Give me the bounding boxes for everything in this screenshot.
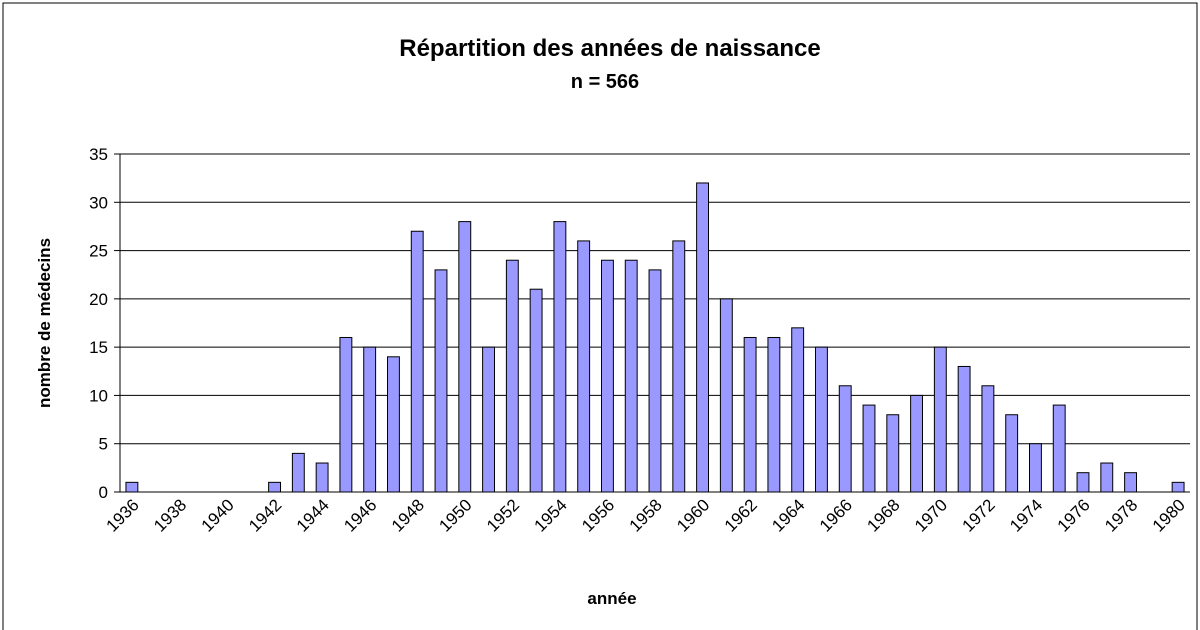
bar [268,481,282,493]
bar [339,336,353,493]
bar [1124,472,1137,493]
bar [719,298,733,493]
bar [387,356,400,493]
bar [672,240,686,493]
bar [767,336,781,493]
bar [1052,404,1066,493]
bar [743,336,757,493]
bar [458,221,472,493]
bar [862,404,876,493]
y-tick-label: 15 [89,338,108,357]
y-tick-label: 35 [89,145,108,164]
bar [957,365,971,493]
y-tick-label: 5 [99,435,108,454]
x-axis-label: année [587,589,636,608]
bar [434,269,448,493]
bar [791,327,805,493]
y-tick-label: 30 [89,193,108,212]
bar [886,414,900,493]
bar [125,481,139,493]
y-tick-label: 0 [99,483,108,502]
bar [482,346,496,493]
bar [363,346,377,493]
bar [1076,472,1090,493]
bar [577,240,591,493]
chart-title: Répartition des années de naissance [399,35,821,62]
bar [291,452,305,493]
bar [648,269,662,493]
bar [529,288,543,493]
bar [315,462,329,493]
chart-subtitle: n = 566 [571,71,639,93]
bar [505,259,519,493]
bar [1029,443,1042,493]
bar [410,230,424,493]
bar [1005,414,1019,493]
bar [696,182,709,493]
y-tick-label: 20 [89,290,108,309]
y-tick-label: 10 [89,386,108,405]
bar [910,394,923,493]
bar [838,385,852,493]
y-tick-label: 25 [89,242,108,261]
bar [981,385,995,493]
y-axis-label: nombre de médecins [35,238,54,408]
bar [624,259,638,493]
bar [601,259,614,493]
bar [1171,481,1185,493]
bar [933,346,947,493]
bar [553,221,567,493]
bar [1100,462,1114,493]
bar [815,346,828,493]
